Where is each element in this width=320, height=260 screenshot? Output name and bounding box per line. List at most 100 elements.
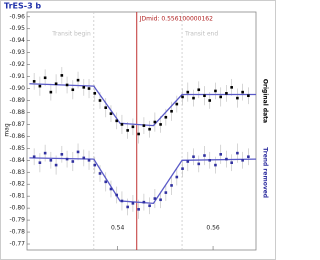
data-point xyxy=(87,159,91,162)
data-point xyxy=(137,132,140,136)
data-point xyxy=(76,150,80,154)
data-point xyxy=(87,87,91,90)
data-point xyxy=(32,80,36,83)
y-tick-label: -0.95 xyxy=(9,25,25,32)
data-point xyxy=(186,90,190,94)
data-point xyxy=(82,156,86,160)
data-point xyxy=(170,184,173,187)
data-point xyxy=(54,82,58,86)
data-point xyxy=(54,163,58,167)
data-point xyxy=(32,155,36,159)
data-point xyxy=(241,90,244,94)
y-tick-label: -0.83 xyxy=(9,169,25,176)
data-point xyxy=(236,151,239,155)
data-point xyxy=(115,193,118,197)
data-point xyxy=(197,162,201,166)
data-point xyxy=(175,175,179,179)
data-point xyxy=(208,159,212,162)
data-point xyxy=(71,88,75,92)
x-tick-label: 0.56 xyxy=(206,225,220,232)
data-point xyxy=(214,163,217,167)
data-point xyxy=(164,115,168,119)
data-point xyxy=(115,119,118,123)
y-tick-label: -0.89 xyxy=(9,97,25,104)
y-tick-label: -0.96 xyxy=(9,13,25,20)
data-point xyxy=(159,198,162,202)
data-point xyxy=(225,157,228,161)
data-point xyxy=(120,199,124,203)
data-point xyxy=(186,160,190,163)
data-point xyxy=(181,95,184,99)
data-point xyxy=(159,123,162,126)
data-point xyxy=(219,95,222,99)
data-point xyxy=(153,197,157,200)
data-point xyxy=(247,94,250,98)
y-tick-label: -0.84 xyxy=(9,157,25,164)
y-tick-label: -0.85 xyxy=(9,145,25,152)
data-point xyxy=(230,161,233,164)
y-tick-label: -0.90 xyxy=(9,85,25,92)
data-point xyxy=(192,155,195,159)
data-point xyxy=(104,106,108,109)
y-tick-label: -0.93 xyxy=(9,49,25,56)
data-point xyxy=(148,127,151,131)
data-point xyxy=(225,92,228,95)
data-point xyxy=(241,159,244,162)
data-point xyxy=(153,120,157,124)
data-point xyxy=(126,129,129,132)
y-tick-label: -0.88 xyxy=(9,109,25,116)
data-point xyxy=(131,125,135,129)
data-point xyxy=(164,191,168,194)
data-point xyxy=(247,155,250,159)
data-point xyxy=(109,187,113,191)
y-tick-label: -0.82 xyxy=(9,181,25,188)
series-label: Trend removed xyxy=(262,147,269,198)
data-point xyxy=(192,96,195,100)
marker-label: Transit begin xyxy=(51,31,91,38)
data-point xyxy=(142,124,146,127)
data-point xyxy=(76,78,80,82)
y-tick-label: -0.86 xyxy=(9,133,25,140)
data-point xyxy=(203,154,206,157)
data-point xyxy=(214,89,217,93)
data-point xyxy=(219,153,222,156)
y-tick-label: -0.80 xyxy=(9,205,25,212)
chart-title: TrES-3 b xyxy=(4,2,41,11)
data-point xyxy=(208,99,212,102)
data-point xyxy=(38,84,42,88)
data-point xyxy=(43,76,47,80)
data-point xyxy=(98,99,102,102)
model-line xyxy=(29,83,256,127)
data-point xyxy=(181,167,184,170)
data-point xyxy=(93,163,97,167)
data-point xyxy=(38,161,42,164)
data-point xyxy=(49,90,53,94)
y-tick-label: -0.87 xyxy=(9,121,25,128)
data-point xyxy=(93,92,97,95)
data-point xyxy=(148,204,151,208)
series-label: Original data xyxy=(262,79,269,123)
data-point xyxy=(236,96,239,100)
data-point xyxy=(170,109,173,113)
chart: TrES-3 b mag -0.96 -0.95 -0.94 -0.93 -0.92 -0… xyxy=(0,0,276,260)
y-tick-label: -0.94 xyxy=(9,37,25,44)
plot-area xyxy=(26,11,257,251)
data-point xyxy=(65,83,69,87)
data-point xyxy=(120,123,124,126)
data-point xyxy=(131,202,135,205)
marker-label: Transit end xyxy=(184,31,218,38)
data-point xyxy=(60,74,64,77)
y-tick-label: -0.77 xyxy=(9,241,25,248)
data-point xyxy=(43,151,47,155)
x-tick-label: 0.54 xyxy=(111,225,125,232)
y-tick-label: -0.78 xyxy=(9,229,25,236)
y-tick-label: -0.79 xyxy=(9,217,25,224)
data-point xyxy=(197,88,201,92)
y-tick-label: -0.91 xyxy=(9,73,25,80)
data-point xyxy=(71,160,75,163)
data-point xyxy=(175,102,179,106)
data-point xyxy=(49,159,53,162)
data-point xyxy=(126,205,129,209)
data-point xyxy=(104,180,108,184)
data-point xyxy=(142,200,146,204)
